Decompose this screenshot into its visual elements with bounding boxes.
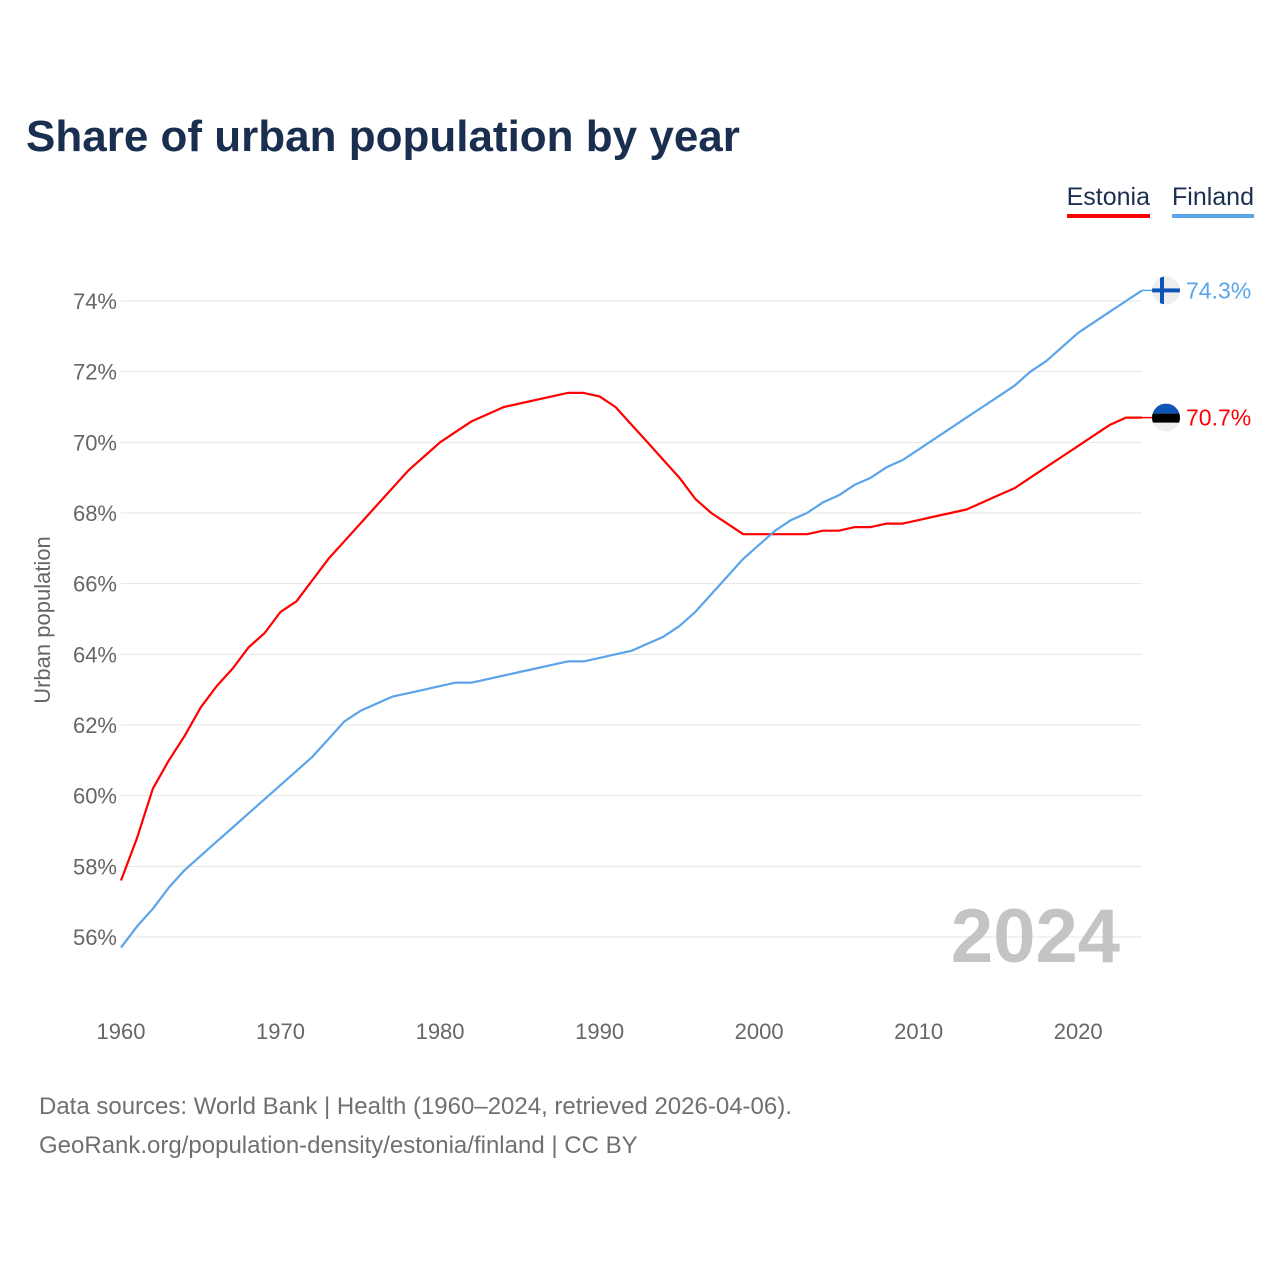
footer: Data sources: World Bank | Health (1960–… bbox=[39, 1087, 792, 1165]
x-tick-label: 2000 bbox=[735, 1019, 784, 1044]
y-tick-label: 58% bbox=[73, 854, 117, 879]
legend-finland[interactable]: Finland bbox=[1172, 183, 1254, 218]
y-tick-label: 56% bbox=[73, 925, 117, 950]
x-tick-label: 2010 bbox=[894, 1019, 943, 1044]
data-source-text: Data sources: World Bank | Health (1960–… bbox=[39, 1093, 792, 1120]
flag-body bbox=[1152, 403, 1180, 432]
end-value-label: 74.3% bbox=[1186, 277, 1251, 303]
y-tick-label: 66% bbox=[73, 572, 117, 597]
x-tick-label: 1990 bbox=[575, 1019, 624, 1044]
y-tick-label: 68% bbox=[73, 501, 117, 526]
series-line-estonia[interactable] bbox=[119, 391, 1142, 881]
flag-cross-v bbox=[1160, 276, 1164, 305]
attribution-link[interactable]: GeoRank.org/population-density/estonia/f… bbox=[39, 1132, 638, 1159]
x-tick-label: 1970 bbox=[256, 1019, 305, 1044]
flag-body bbox=[1152, 276, 1180, 305]
flag-stripe-blue bbox=[1152, 403, 1180, 414]
end-value-label: 70.7% bbox=[1186, 405, 1251, 431]
chart-title: Share of urban population by year bbox=[26, 112, 740, 161]
y-tick-label: 74% bbox=[73, 289, 117, 314]
y-tick-label: 64% bbox=[73, 642, 117, 667]
y-axis-label: Urban population bbox=[30, 536, 55, 704]
legend-estonia[interactable]: Estonia bbox=[1066, 183, 1150, 218]
x-tick-label: 1960 bbox=[97, 1019, 146, 1044]
flag-stripe-black bbox=[1152, 413, 1180, 423]
y-tick-label: 72% bbox=[73, 360, 117, 385]
flag-cross-h bbox=[1152, 288, 1180, 293]
x-tick-label: 2020 bbox=[1054, 1019, 1103, 1044]
year-watermark: 2024 bbox=[951, 894, 1120, 979]
y-tick-label: 70% bbox=[73, 430, 117, 455]
legend: Estonia Finland bbox=[1066, 183, 1254, 218]
x-tick-label: 1980 bbox=[416, 1019, 465, 1044]
y-tick-label: 60% bbox=[73, 784, 117, 809]
finland-flag-icon bbox=[1152, 276, 1180, 305]
estonia-flag-icon bbox=[1152, 403, 1180, 432]
series-line-finland[interactable] bbox=[120, 289, 1143, 949]
y-tick-label: 62% bbox=[73, 713, 117, 738]
